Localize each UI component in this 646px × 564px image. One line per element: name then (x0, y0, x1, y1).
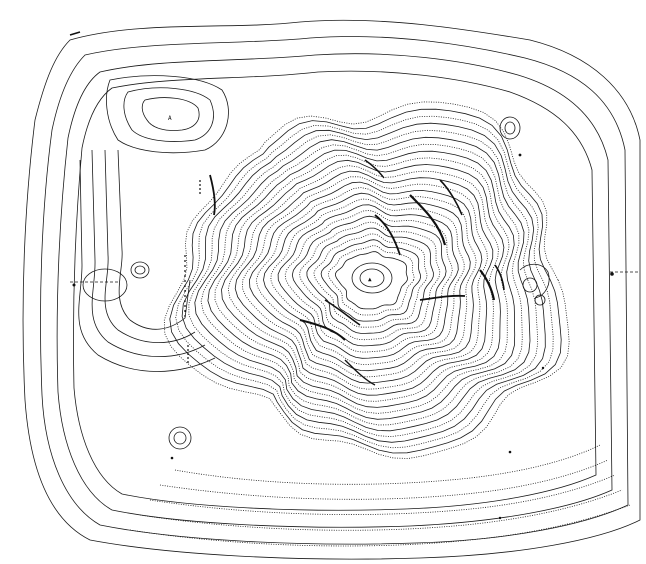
left-edge-marks (69, 31, 201, 365)
summit-contour-ring (221, 159, 505, 408)
summit-contour-ring (200, 143, 523, 426)
summit-contour-ring (241, 176, 488, 390)
summit-contour-ring (263, 192, 471, 372)
summit-contour-ring (270, 198, 465, 365)
summit-contour-ring (320, 239, 422, 322)
summit-contour-ring (207, 149, 516, 420)
summit-contour-ring (327, 245, 415, 316)
outer-terrace-contours (22, 19, 641, 560)
summit-contour-ring (169, 108, 562, 454)
summit-contour-ring (234, 170, 494, 396)
summit-contour-ring (313, 233, 428, 328)
summit-contour-ring (181, 122, 546, 443)
slope-hachures (209, 159, 505, 386)
upper-left-enclosure: A (106, 75, 229, 154)
summit-marker-glyph: ▲ (368, 276, 372, 283)
summit-contour-ring (227, 165, 499, 402)
summit-contour-ring (248, 181, 483, 384)
left-terrace-contours (78, 149, 216, 372)
central-summit-contours (163, 101, 570, 459)
summit-contour-ring (335, 251, 408, 310)
left-oval-pit (72, 261, 150, 302)
summit-contour-ring (163, 101, 570, 459)
summit-contour-ring (299, 221, 441, 341)
summit-contour-ring (194, 136, 531, 432)
lower-left-ring (168, 426, 192, 460)
summit-contour-ring (255, 187, 477, 378)
summit-contour-ring (306, 227, 434, 334)
summit-marker: ▲ (351, 262, 393, 294)
summit-contour-ring (188, 129, 539, 438)
summit-contour-ring (291, 215, 447, 347)
enclosure-mark: A (168, 115, 172, 122)
summit-contour-ring (214, 154, 510, 414)
summit-contour-ring (277, 204, 459, 359)
